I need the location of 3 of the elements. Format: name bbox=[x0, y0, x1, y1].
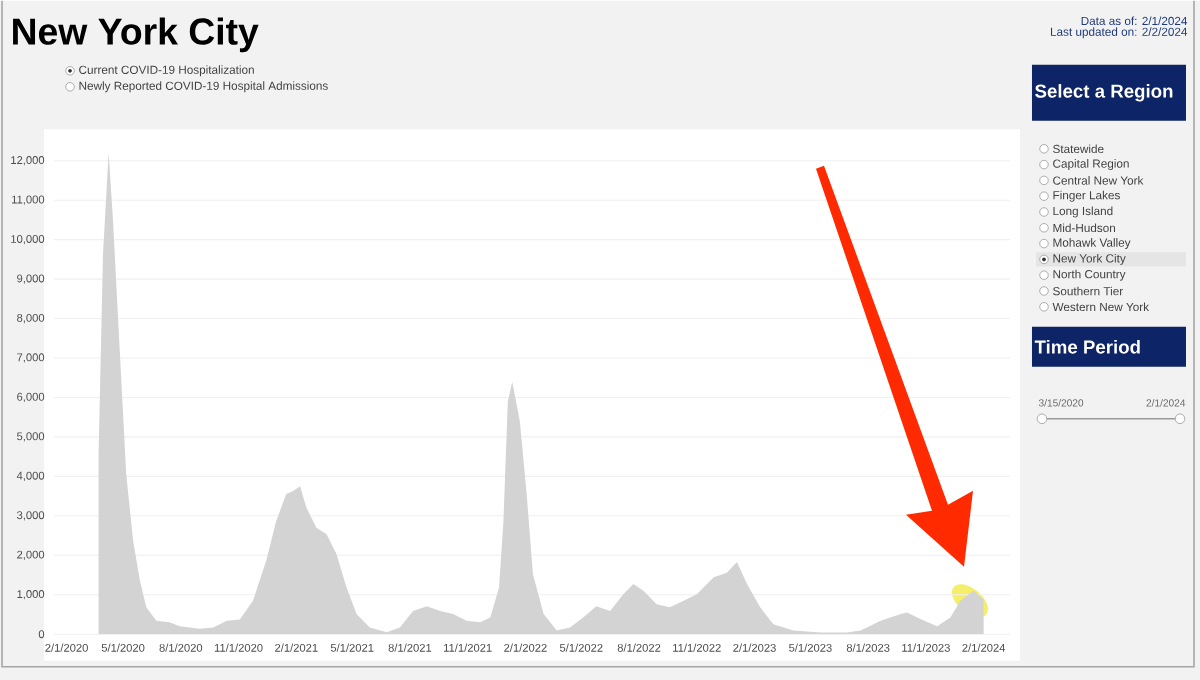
chart-title: New York City bbox=[13, 17, 259, 52]
text: Time Period bbox=[1034, 339, 1140, 354]
text: Select a Region bbox=[1035, 83, 1173, 102]
